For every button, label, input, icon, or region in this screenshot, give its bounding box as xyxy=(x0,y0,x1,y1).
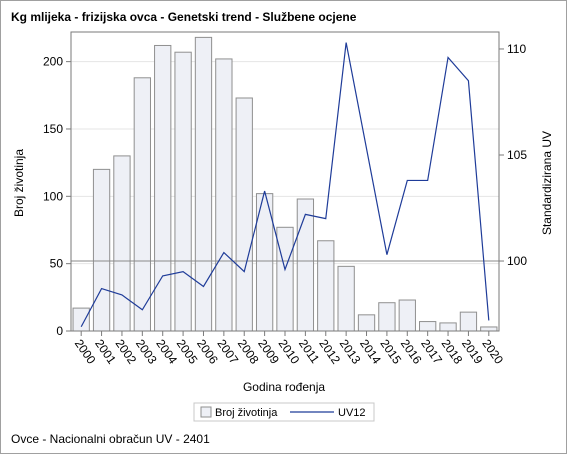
x-tick-label: 2015 xyxy=(377,337,404,367)
left-axis-ticks: 0 50 100 150 200 xyxy=(43,55,71,338)
bar xyxy=(296,198,315,332)
bar xyxy=(419,321,437,332)
right-tick-label: 100 xyxy=(507,254,527,268)
bar xyxy=(357,314,376,332)
bar xyxy=(378,302,396,332)
x-axis-ticks: 2000200120022003200420052006200720082009… xyxy=(72,331,506,367)
left-tick-label: 150 xyxy=(43,122,63,136)
x-axis-label: Godina rođenja xyxy=(243,380,325,394)
legend-bar-swatch xyxy=(200,406,212,418)
x-tick-label: 2018 xyxy=(439,337,466,367)
bar xyxy=(398,299,416,332)
x-tick-label: 2006 xyxy=(194,337,221,367)
left-tick-label: 100 xyxy=(43,189,63,203)
bar xyxy=(439,322,457,332)
right-axis-label: Standardizirana UV xyxy=(540,131,554,235)
left-tick-label: 0 xyxy=(56,324,63,338)
legend-box xyxy=(193,402,375,422)
x-tick-label: 2016 xyxy=(398,337,425,367)
footnote: Ovce - Nacionalni obračun UV - 2401 xyxy=(11,432,210,446)
left-tick-label: 50 xyxy=(50,257,64,271)
right-tick-label: 105 xyxy=(507,148,527,162)
right-tick-label: 110 xyxy=(507,42,526,56)
left-tick-label: 200 xyxy=(43,55,63,69)
legend: Broj životinja UV12 xyxy=(193,402,375,422)
legend-label-bars: Broj životinja xyxy=(215,407,278,419)
bar xyxy=(317,240,335,332)
x-tick-label: 2004 xyxy=(153,337,180,367)
bar xyxy=(113,155,131,332)
bar xyxy=(235,97,253,332)
x-tick-label: 2012 xyxy=(316,337,343,367)
bar xyxy=(215,58,233,332)
left-axis-label: Broj životinja xyxy=(12,149,26,217)
bar xyxy=(174,51,192,332)
uv12-line xyxy=(80,42,490,328)
x-tick-label: 2000 xyxy=(72,337,99,367)
bar xyxy=(480,326,498,332)
bar-series xyxy=(72,36,498,332)
x-tick-label: 2003 xyxy=(133,337,160,367)
bar xyxy=(459,311,478,332)
right-axis-ticks: 100 105 110 xyxy=(499,42,527,268)
legend-label-line: UV12 xyxy=(338,407,366,419)
x-tick-label: 2008 xyxy=(235,337,262,367)
x-tick-label: 2007 xyxy=(214,337,241,367)
x-tick-label: 2001 xyxy=(92,337,119,367)
bar xyxy=(72,307,90,332)
x-tick-label: 2020 xyxy=(479,337,506,367)
x-tick-label: 2019 xyxy=(459,337,486,367)
x-tick-label: 2014 xyxy=(357,337,384,367)
line-series xyxy=(80,42,490,328)
x-tick-label: 2009 xyxy=(255,337,282,367)
bar xyxy=(92,168,111,332)
x-tick-label: 2005 xyxy=(174,337,201,367)
bar xyxy=(154,44,172,332)
x-tick-label: 2002 xyxy=(112,337,139,367)
chart-title: Kg mlijeka - frizijska ovca - Genetski t… xyxy=(11,10,357,24)
bar xyxy=(276,226,294,332)
bar xyxy=(133,77,151,332)
x-tick-label: 2011 xyxy=(296,337,322,366)
x-tick-label: 2017 xyxy=(418,337,445,367)
x-tick-label: 2010 xyxy=(276,337,303,367)
x-tick-label: 2013 xyxy=(337,337,364,367)
bar xyxy=(337,265,355,332)
